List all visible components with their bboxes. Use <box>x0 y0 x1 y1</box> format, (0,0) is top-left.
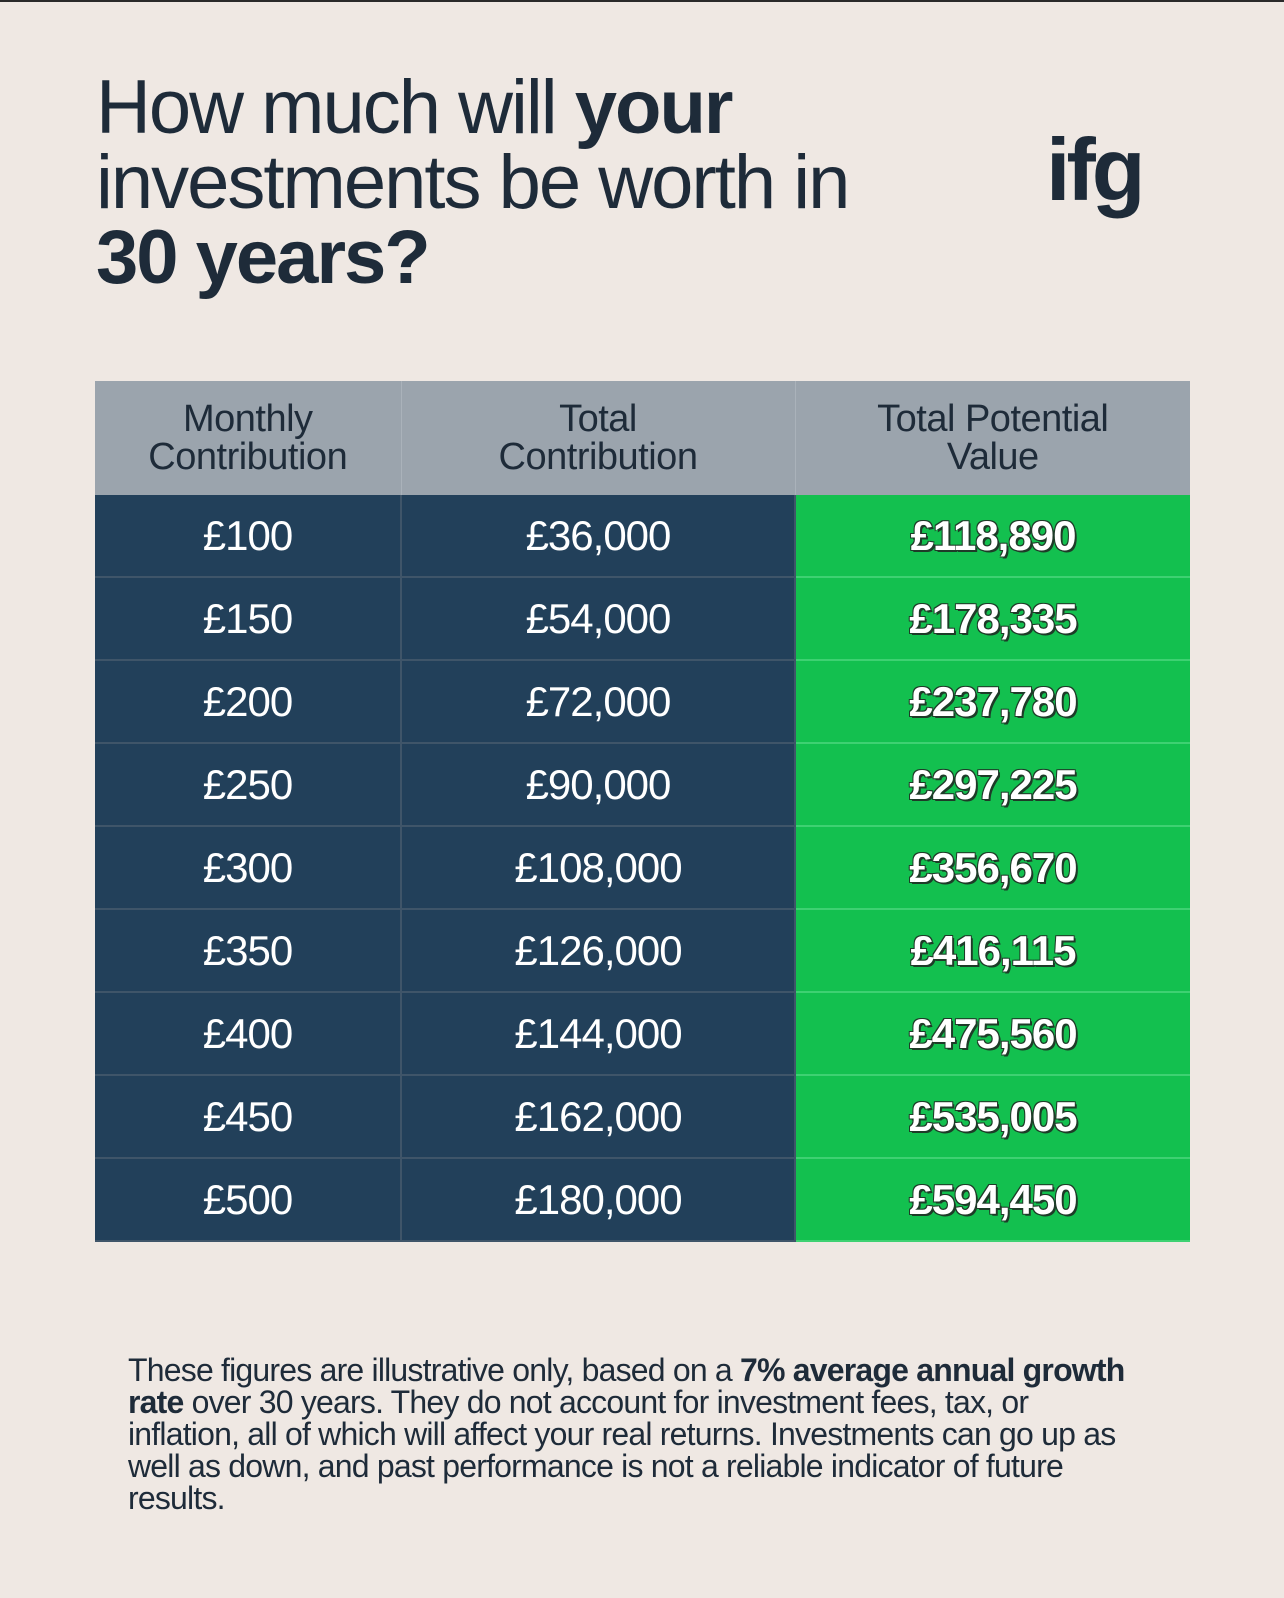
total-contribution-cell: £36,000 <box>401 495 796 578</box>
top-border <box>0 0 1284 2</box>
headline-line2: investments be worth in <box>96 140 850 225</box>
monthly-contribution-cell: £250 <box>95 743 402 827</box>
header-total-potential-value: Total Potential Value <box>795 381 1190 495</box>
total-contribution-cell: £144,000 <box>401 992 796 1076</box>
header-total-contribution: Total Contribution <box>401 381 796 495</box>
potential-value-cell: £416,115 <box>795 909 1190 993</box>
table-row: £350 £126,000 £416,115 <box>95 909 1190 993</box>
potential-value-cell: £535,005 <box>795 1075 1190 1159</box>
table-row: £300 £108,000 £356,670 <box>95 826 1190 910</box>
table-row: £400 £144,000 £475,560 <box>95 992 1190 1076</box>
monthly-contribution-cell: £100 <box>95 495 402 578</box>
total-contribution-cell: £72,000 <box>401 660 796 744</box>
table-row: £150 £54,000 £178,335 <box>95 577 1190 661</box>
growth-rate-highlight: 7% average annual growth rate <box>128 1352 1125 1420</box>
potential-value-cell: £178,335 <box>795 577 1190 661</box>
table-row: £450 £162,000 £535,005 <box>95 1075 1190 1159</box>
table-row: £200 £72,000 £237,780 <box>95 660 1190 744</box>
potential-value-cell: £594,450 <box>795 1158 1190 1242</box>
ifg-logo: ifg <box>1046 120 1146 219</box>
table-row: £250 £90,000 £297,225 <box>95 743 1190 827</box>
potential-value-cell: £237,780 <box>795 660 1190 744</box>
total-contribution-cell: £162,000 <box>401 1075 796 1159</box>
contribution-table: Monthly Contribution Total Contribution To… <box>95 381 1190 1242</box>
headline-line1: How much will <box>96 65 575 150</box>
monthly-contribution-cell: £450 <box>95 1075 402 1159</box>
header-monthly-contribution: Monthly Contribution <box>95 381 402 495</box>
monthly-contribution-cell: £350 <box>95 909 402 993</box>
potential-value-cell: £475,560 <box>795 992 1190 1076</box>
monthly-contribution-cell: £150 <box>95 577 402 661</box>
disclaimer: These figures are illustrative only, bas… <box>128 1352 1125 1516</box>
table-header-row: Monthly Contribution Total Contribution To… <box>95 381 1190 495</box>
monthly-contribution-cell: £400 <box>95 992 402 1076</box>
total-contribution-cell: £126,000 <box>401 909 796 993</box>
monthly-contribution-cell: £200 <box>95 660 402 744</box>
monthly-contribution-cell: £500 <box>95 1158 402 1242</box>
total-contribution-cell: £108,000 <box>401 826 796 910</box>
headline: How much will your investments be worth i… <box>96 70 996 296</box>
table-row: £500 £180,000 £594,450 <box>95 1158 1190 1242</box>
total-contribution-cell: £54,000 <box>401 577 796 661</box>
total-contribution-cell: £90,000 <box>401 743 796 827</box>
potential-value-cell: £356,670 <box>795 826 1190 910</box>
headline-line3: 30 years? <box>96 215 431 300</box>
table-body: £100 £36,000 £118,890 £150 £54,000 £178,335 £2… <box>95 495 1190 1242</box>
total-contribution-cell: £180,000 <box>401 1158 796 1242</box>
monthly-contribution-cell: £300 <box>95 826 402 910</box>
table-row: £100 £36,000 £118,890 <box>95 495 1190 578</box>
headline-your: your <box>574 65 734 150</box>
potential-value-cell: £118,890 <box>795 495 1190 578</box>
potential-value-cell: £297,225 <box>795 743 1190 827</box>
